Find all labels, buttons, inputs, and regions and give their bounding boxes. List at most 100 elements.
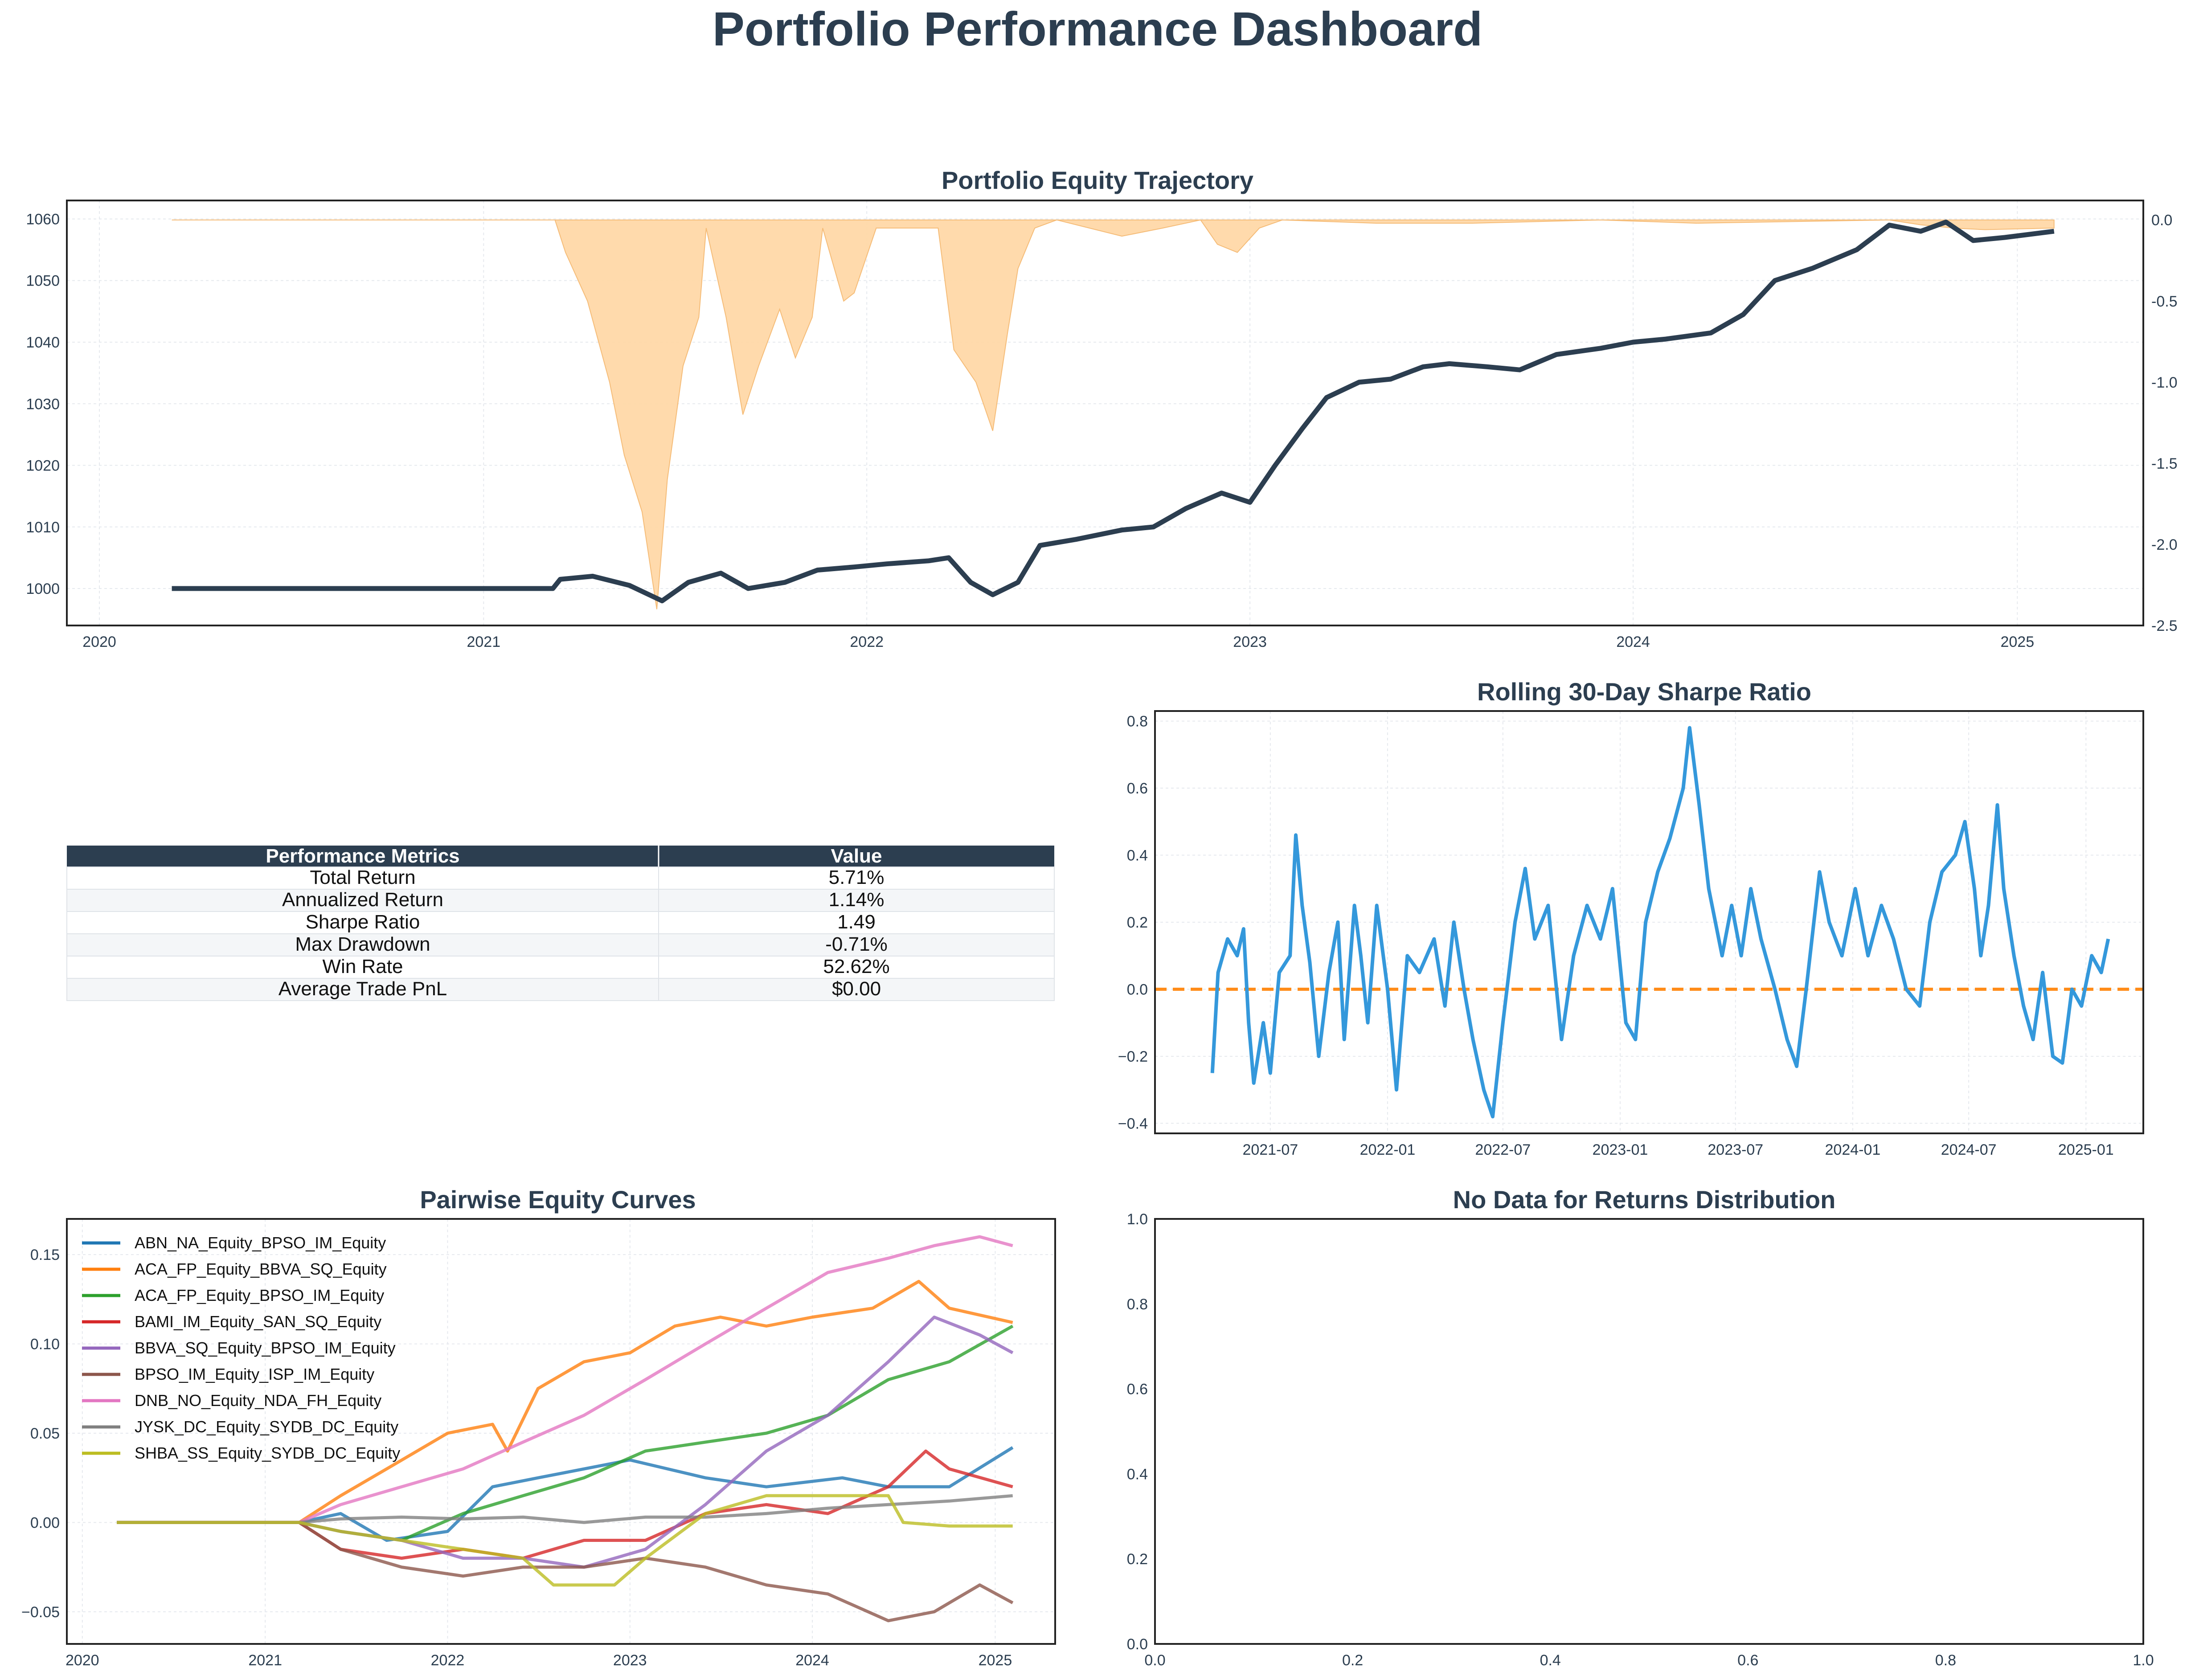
returns-y-tick: 0.4	[1127, 1466, 1148, 1483]
metric-name: Annualized Return	[282, 889, 443, 911]
sharpe-y-tick: 0.2	[1127, 914, 1148, 931]
metric-name: Max Drawdown	[295, 933, 430, 955]
pairwise-x-tick: 2021	[248, 1652, 282, 1669]
equity-x-tick: 2024	[1616, 634, 1650, 650]
metrics-header-cell: Value	[831, 845, 882, 867]
pairwise-series-line	[117, 1494, 1013, 1524]
drawdown-area	[172, 219, 2055, 609]
equity-x-tick: 2022	[850, 634, 884, 650]
dashboard-title: Portfolio Performance Dashboard	[713, 2, 1482, 56]
drawdown-y-tick: 0.0	[2151, 212, 2172, 229]
metric-value: 52.62%	[823, 956, 889, 977]
sharpe-x-tick: 2024-01	[1825, 1141, 1881, 1158]
sharpe-chart-frame	[1154, 710, 2144, 1134]
legend-label: ACA_FP_Equity_BPSO_IM_Equity	[135, 1286, 384, 1304]
sharpe-x-tick: 2022-01	[1360, 1141, 1416, 1158]
pairwise-y-tick: 0.10	[30, 1336, 60, 1353]
equity-x-tick: 2021	[467, 634, 500, 650]
equity-chart-title: Portfolio Equity Trajectory	[942, 166, 1253, 194]
pairwise-chart-frame	[66, 1218, 1056, 1645]
pairwise-legend: ABN_NA_Equity_BPSO_IM_Equity ACA_FP_Equit…	[82, 1234, 400, 1462]
sharpe-x-tick: 2024-07	[1941, 1141, 1997, 1158]
legend-label: BAMI_IM_Equity_SAN_SQ_Equity	[135, 1312, 381, 1331]
metric-name: Sharpe Ratio	[306, 911, 420, 933]
sharpe-x-tick: 2023-01	[1593, 1141, 1648, 1158]
pairwise-x-tick: 2022	[431, 1652, 465, 1669]
returns-y-tick: 0.8	[1127, 1296, 1148, 1313]
metric-value: $0.00	[832, 978, 881, 1000]
metrics-row	[66, 911, 1055, 934]
metrics-row	[66, 867, 1055, 890]
legend-label: SHBA_SS_Equity_SYDB_DC_Equity	[135, 1444, 400, 1462]
equity-y-tick: 1060	[26, 211, 60, 228]
returns-chart: No Data for Returns Distribution 0.0 0.2 0…	[1127, 1185, 2154, 1669]
sharpe-y-tick: 0.4	[1127, 847, 1148, 864]
sharpe-x-tick: 2025-01	[2058, 1141, 2114, 1158]
pairwise-y-tick: 0.05	[30, 1425, 60, 1442]
metric-value: 5.71%	[829, 867, 885, 888]
legend-label: DNB_NO_Equity_NDA_FH_Equity	[135, 1391, 381, 1410]
pairwise-x-tick: 2024	[795, 1652, 829, 1669]
sharpe-line	[1210, 726, 2110, 1119]
pairwise-y-tick: −0.05	[21, 1604, 60, 1621]
legend-label: BBVA_SQ_Equity_BPSO_IM_Equity	[135, 1339, 396, 1357]
metrics-table: Performance Metrics Value Total Return 5.71…	[66, 845, 1055, 1001]
returns-chart-frame	[1154, 1218, 2144, 1645]
equity-y-tick: 1040	[26, 334, 60, 351]
equity-line	[172, 219, 2055, 604]
pairwise-series-line	[117, 1279, 1013, 1524]
returns-x-tick: 0.6	[1737, 1652, 1758, 1669]
metric-name: Total Return	[310, 867, 415, 888]
metric-value: 1.14%	[829, 889, 885, 911]
legend-label: ABN_NA_Equity_BPSO_IM_Equity	[135, 1234, 386, 1252]
sharpe-y-tick: 0.0	[1127, 981, 1148, 998]
pairwise-series-line	[117, 1521, 1014, 1623]
drawdown-y-tick: -2.5	[2151, 617, 2178, 634]
drawdown-y-tick: -1.0	[2151, 374, 2178, 391]
sharpe-chart: Rolling 30-Day Sharpe Ratio 2021-07 2022-…	[1118, 678, 2144, 1158]
sharpe-x-tick: 2021-07	[1242, 1141, 1298, 1158]
sharpe-x-tick: 2022-07	[1475, 1141, 1531, 1158]
legend-label: BPSO_IM_Equity_ISP_IM_Equity	[135, 1365, 374, 1383]
sharpe-y-tick: 0.8	[1127, 713, 1148, 730]
metrics-header-cell: Performance Metrics	[266, 845, 459, 867]
equity-y-tick: 1050	[26, 273, 60, 290]
pairwise-series-line	[117, 1446, 1014, 1542]
sharpe-x-tick: 2023-07	[1708, 1141, 1763, 1158]
metric-name: Average Trade PnL	[278, 978, 447, 1000]
pairwise-series-line	[117, 1494, 1013, 1587]
pairwise-series-line	[117, 1235, 1013, 1524]
sharpe-y-tick: −0.2	[1118, 1048, 1148, 1065]
equity-x-tick: 2020	[82, 634, 116, 650]
pairwise-y-tick: 0.00	[30, 1514, 60, 1531]
drawdown-y-tick: -2.0	[2151, 536, 2178, 553]
returns-y-tick: 0.6	[1127, 1381, 1148, 1398]
returns-x-tick: 0.8	[1935, 1652, 1956, 1669]
equity-chart-frame	[66, 200, 2144, 626]
returns-y-tick: 1.0	[1127, 1211, 1148, 1228]
equity-chart: Portfolio Equity Trajectory 2020 2021 2022…	[26, 166, 2177, 650]
returns-x-tick: 0.4	[1540, 1652, 1561, 1669]
equity-y-tick: 1030	[26, 396, 60, 413]
metric-name: Win Rate	[323, 956, 403, 977]
equity-y-tick: 1020	[26, 458, 60, 474]
legend-label: JYSK_DC_Equity_SYDB_DC_Equity	[135, 1418, 398, 1436]
returns-chart-title: No Data for Returns Distribution	[1453, 1185, 1836, 1214]
metrics-row	[66, 956, 1055, 979]
pairwise-x-tick: 2025	[979, 1652, 1012, 1669]
equity-y-tick: 1000	[26, 580, 60, 597]
metrics-row	[66, 933, 1055, 956]
equity-x-tick: 2025	[2000, 634, 2034, 650]
pairwise-x-tick: 2020	[66, 1652, 99, 1669]
pairwise-chart: Pairwise Equity Curves 2020 2021 2022 2023 2…	[21, 1185, 1056, 1669]
drawdown-y-tick: -1.5	[2151, 455, 2178, 472]
sharpe-y-tick: 0.6	[1127, 780, 1148, 797]
metrics-row	[66, 889, 1055, 912]
returns-x-tick: 1.0	[2133, 1652, 2154, 1669]
equity-x-tick: 2023	[1233, 634, 1267, 650]
metric-value: -0.71%	[825, 933, 887, 955]
pairwise-chart-title: Pairwise Equity Curves	[420, 1185, 696, 1214]
drawdown-y-tick: -0.5	[2151, 293, 2178, 310]
